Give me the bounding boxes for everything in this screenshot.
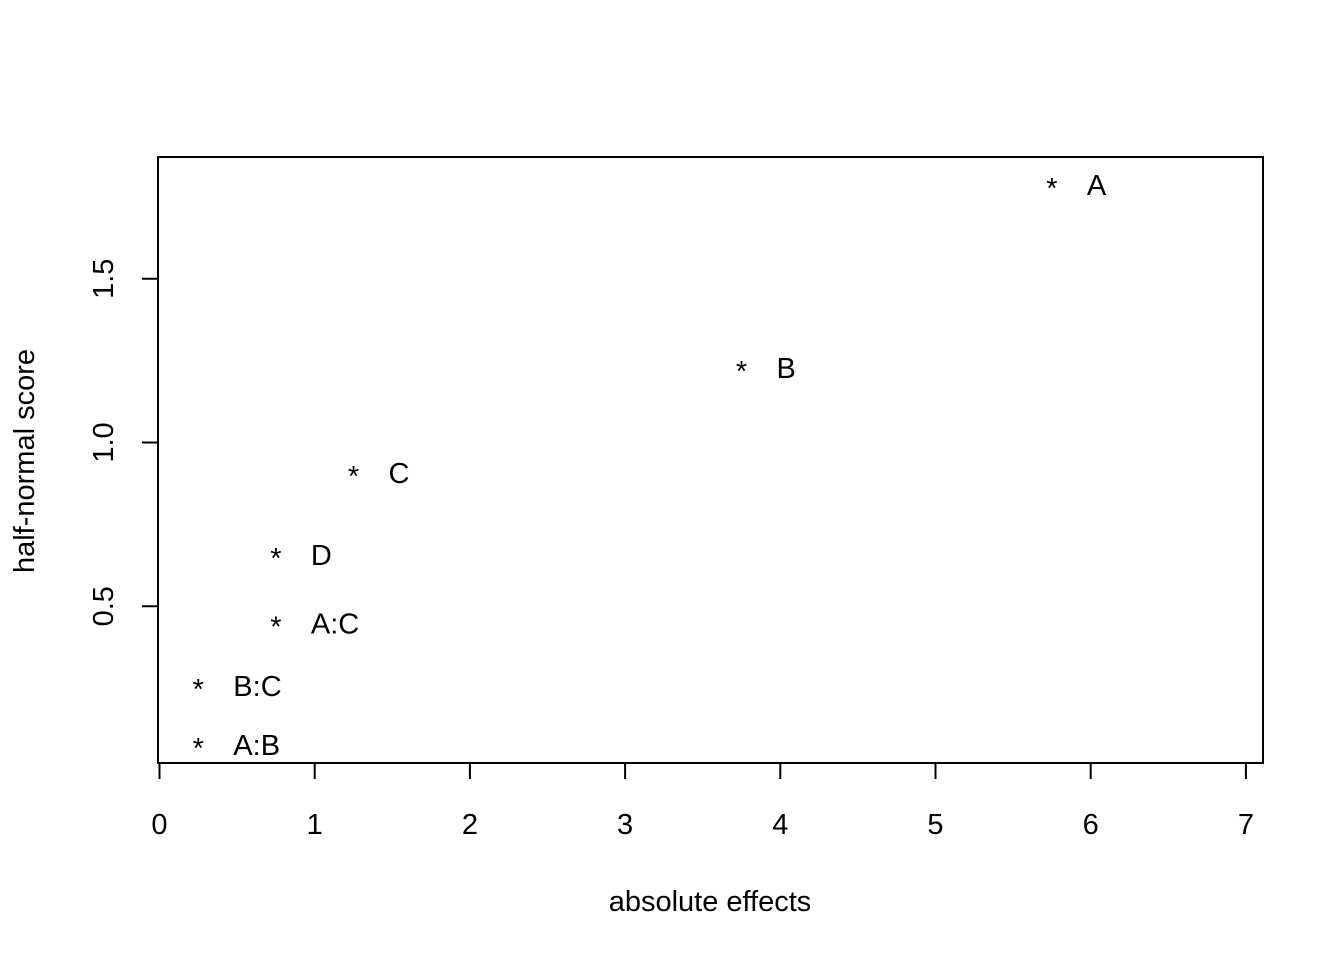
x-tick-label: 5 [927, 809, 943, 841]
data-point-label: D [311, 540, 332, 572]
data-point-label: A:C [311, 609, 359, 641]
data-point-marker: * [193, 733, 204, 765]
data-point-marker: * [736, 356, 747, 388]
x-tick-label: 0 [151, 809, 167, 841]
x-tick-label: 3 [617, 809, 633, 841]
x-axis: 0 1 2 3 4 5 6 7 [151, 762, 1254, 841]
data-point-label: A:B [233, 730, 280, 762]
y-axis: 0.5 1.0 1.5 [88, 259, 159, 626]
data-point-label: C [389, 458, 410, 490]
data-point-marker: * [270, 543, 281, 575]
data-point-label: A [1087, 170, 1107, 202]
data-point-marker: * [193, 674, 204, 706]
x-tick-label: 1 [307, 809, 323, 841]
data-point-marker: * [270, 612, 281, 644]
y-axis-label: half-normal score [9, 349, 41, 573]
y-tick-label: 1.0 [88, 422, 120, 462]
y-tick-label: 1.5 [88, 259, 120, 299]
x-tick-label: 6 [1083, 809, 1099, 841]
data-point-label: B:C [233, 671, 281, 703]
y-tick-label: 0.5 [88, 586, 120, 626]
data-points: * A:B * B:C * A:C * D * C * B * A [193, 170, 1107, 765]
data-point-marker: * [1046, 173, 1057, 205]
data-point-marker: * [348, 461, 359, 493]
data-point-label: B [777, 353, 796, 385]
x-tick-label: 2 [462, 809, 478, 841]
x-tick-label: 7 [1238, 809, 1254, 841]
x-axis-label: absolute effects [609, 886, 812, 918]
plot-frame [157, 156, 1264, 764]
x-tick-label: 4 [772, 809, 788, 841]
